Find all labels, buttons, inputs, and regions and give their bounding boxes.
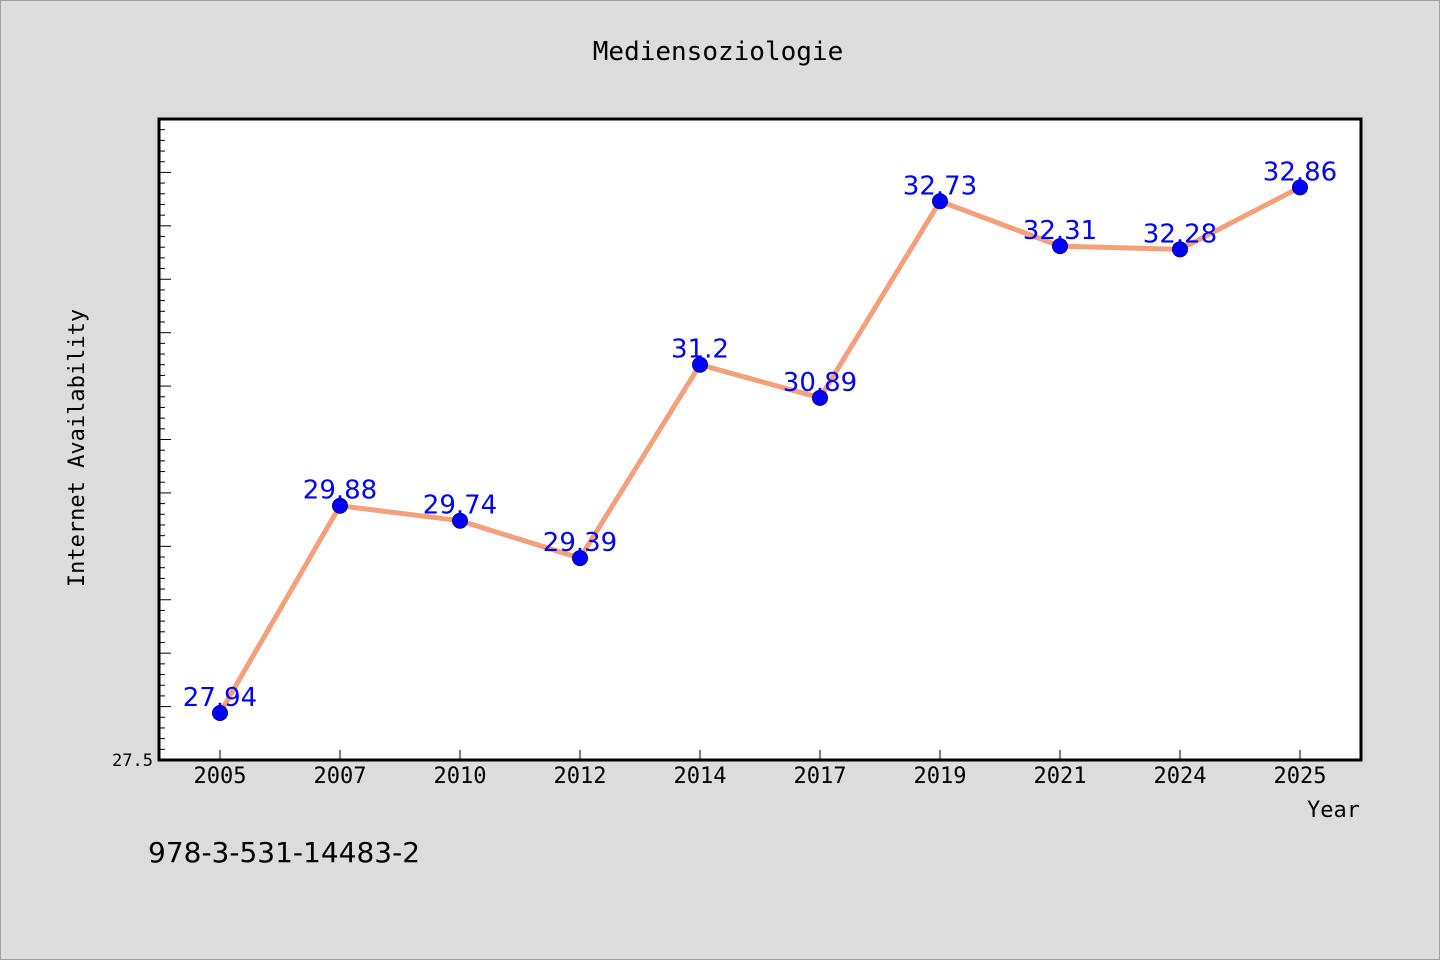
- data-point: [572, 550, 588, 567]
- data-point: [1292, 179, 1308, 196]
- x-tick-label: 2017: [794, 764, 847, 789]
- data-point: [932, 193, 948, 210]
- data-label: 29.74: [423, 491, 497, 521]
- x-axis-tick-labels: 2005 2007 2010 2012 2014 2017 2019 2021 2024 2025: [194, 764, 1327, 789]
- x-tick-label: 2005: [194, 764, 247, 789]
- x-tick-label: 2010: [434, 764, 487, 789]
- x-tick-label: 2012: [554, 764, 607, 789]
- y-axis-ticks: [159, 129, 171, 761]
- data-label: 31.2: [671, 335, 729, 365]
- y-axis-label: Internet Availability: [65, 309, 90, 587]
- x-tick-label: 2014: [674, 764, 727, 789]
- data-label: 29.39: [543, 528, 617, 558]
- x-tick-label: 2021: [1034, 764, 1087, 789]
- data-point: [452, 512, 468, 529]
- data-point: [692, 356, 708, 373]
- data-point: [1172, 241, 1188, 258]
- data-label: 27.94: [183, 683, 257, 713]
- data-label: 32.28: [1143, 219, 1217, 249]
- data-label: 32.73: [903, 171, 977, 201]
- series-line: [217, 184, 1303, 716]
- data-point: [812, 389, 828, 406]
- y-tick-label: 27.5: [112, 751, 153, 771]
- plot-area: [157, 117, 1363, 762]
- x-tick-label: 2025: [1274, 764, 1327, 789]
- x-axis-ticks: [219, 750, 1301, 760]
- data-label: 32.31: [1023, 216, 1097, 246]
- x-tick-label: 2007: [314, 764, 367, 789]
- data-label: 29.88: [303, 476, 377, 506]
- x-tick-label: 2024: [1154, 764, 1207, 789]
- data-label: 32.86: [1263, 157, 1337, 187]
- series-0: 27.94 29.88 29.74 29.39 31.2 30.89 32.73 32.31 3…: [183, 157, 1337, 721]
- data-label: 30.89: [783, 368, 857, 398]
- chart-title: Mediensoziologie: [593, 37, 843, 67]
- data-point: [332, 497, 348, 514]
- x-axis-label: Year: [1307, 798, 1360, 823]
- x-tick-label: 2019: [914, 764, 967, 789]
- footnote-id: 978-3-531-14483-2: [148, 836, 420, 869]
- data-point: [212, 704, 228, 721]
- data-point: [1052, 238, 1068, 255]
